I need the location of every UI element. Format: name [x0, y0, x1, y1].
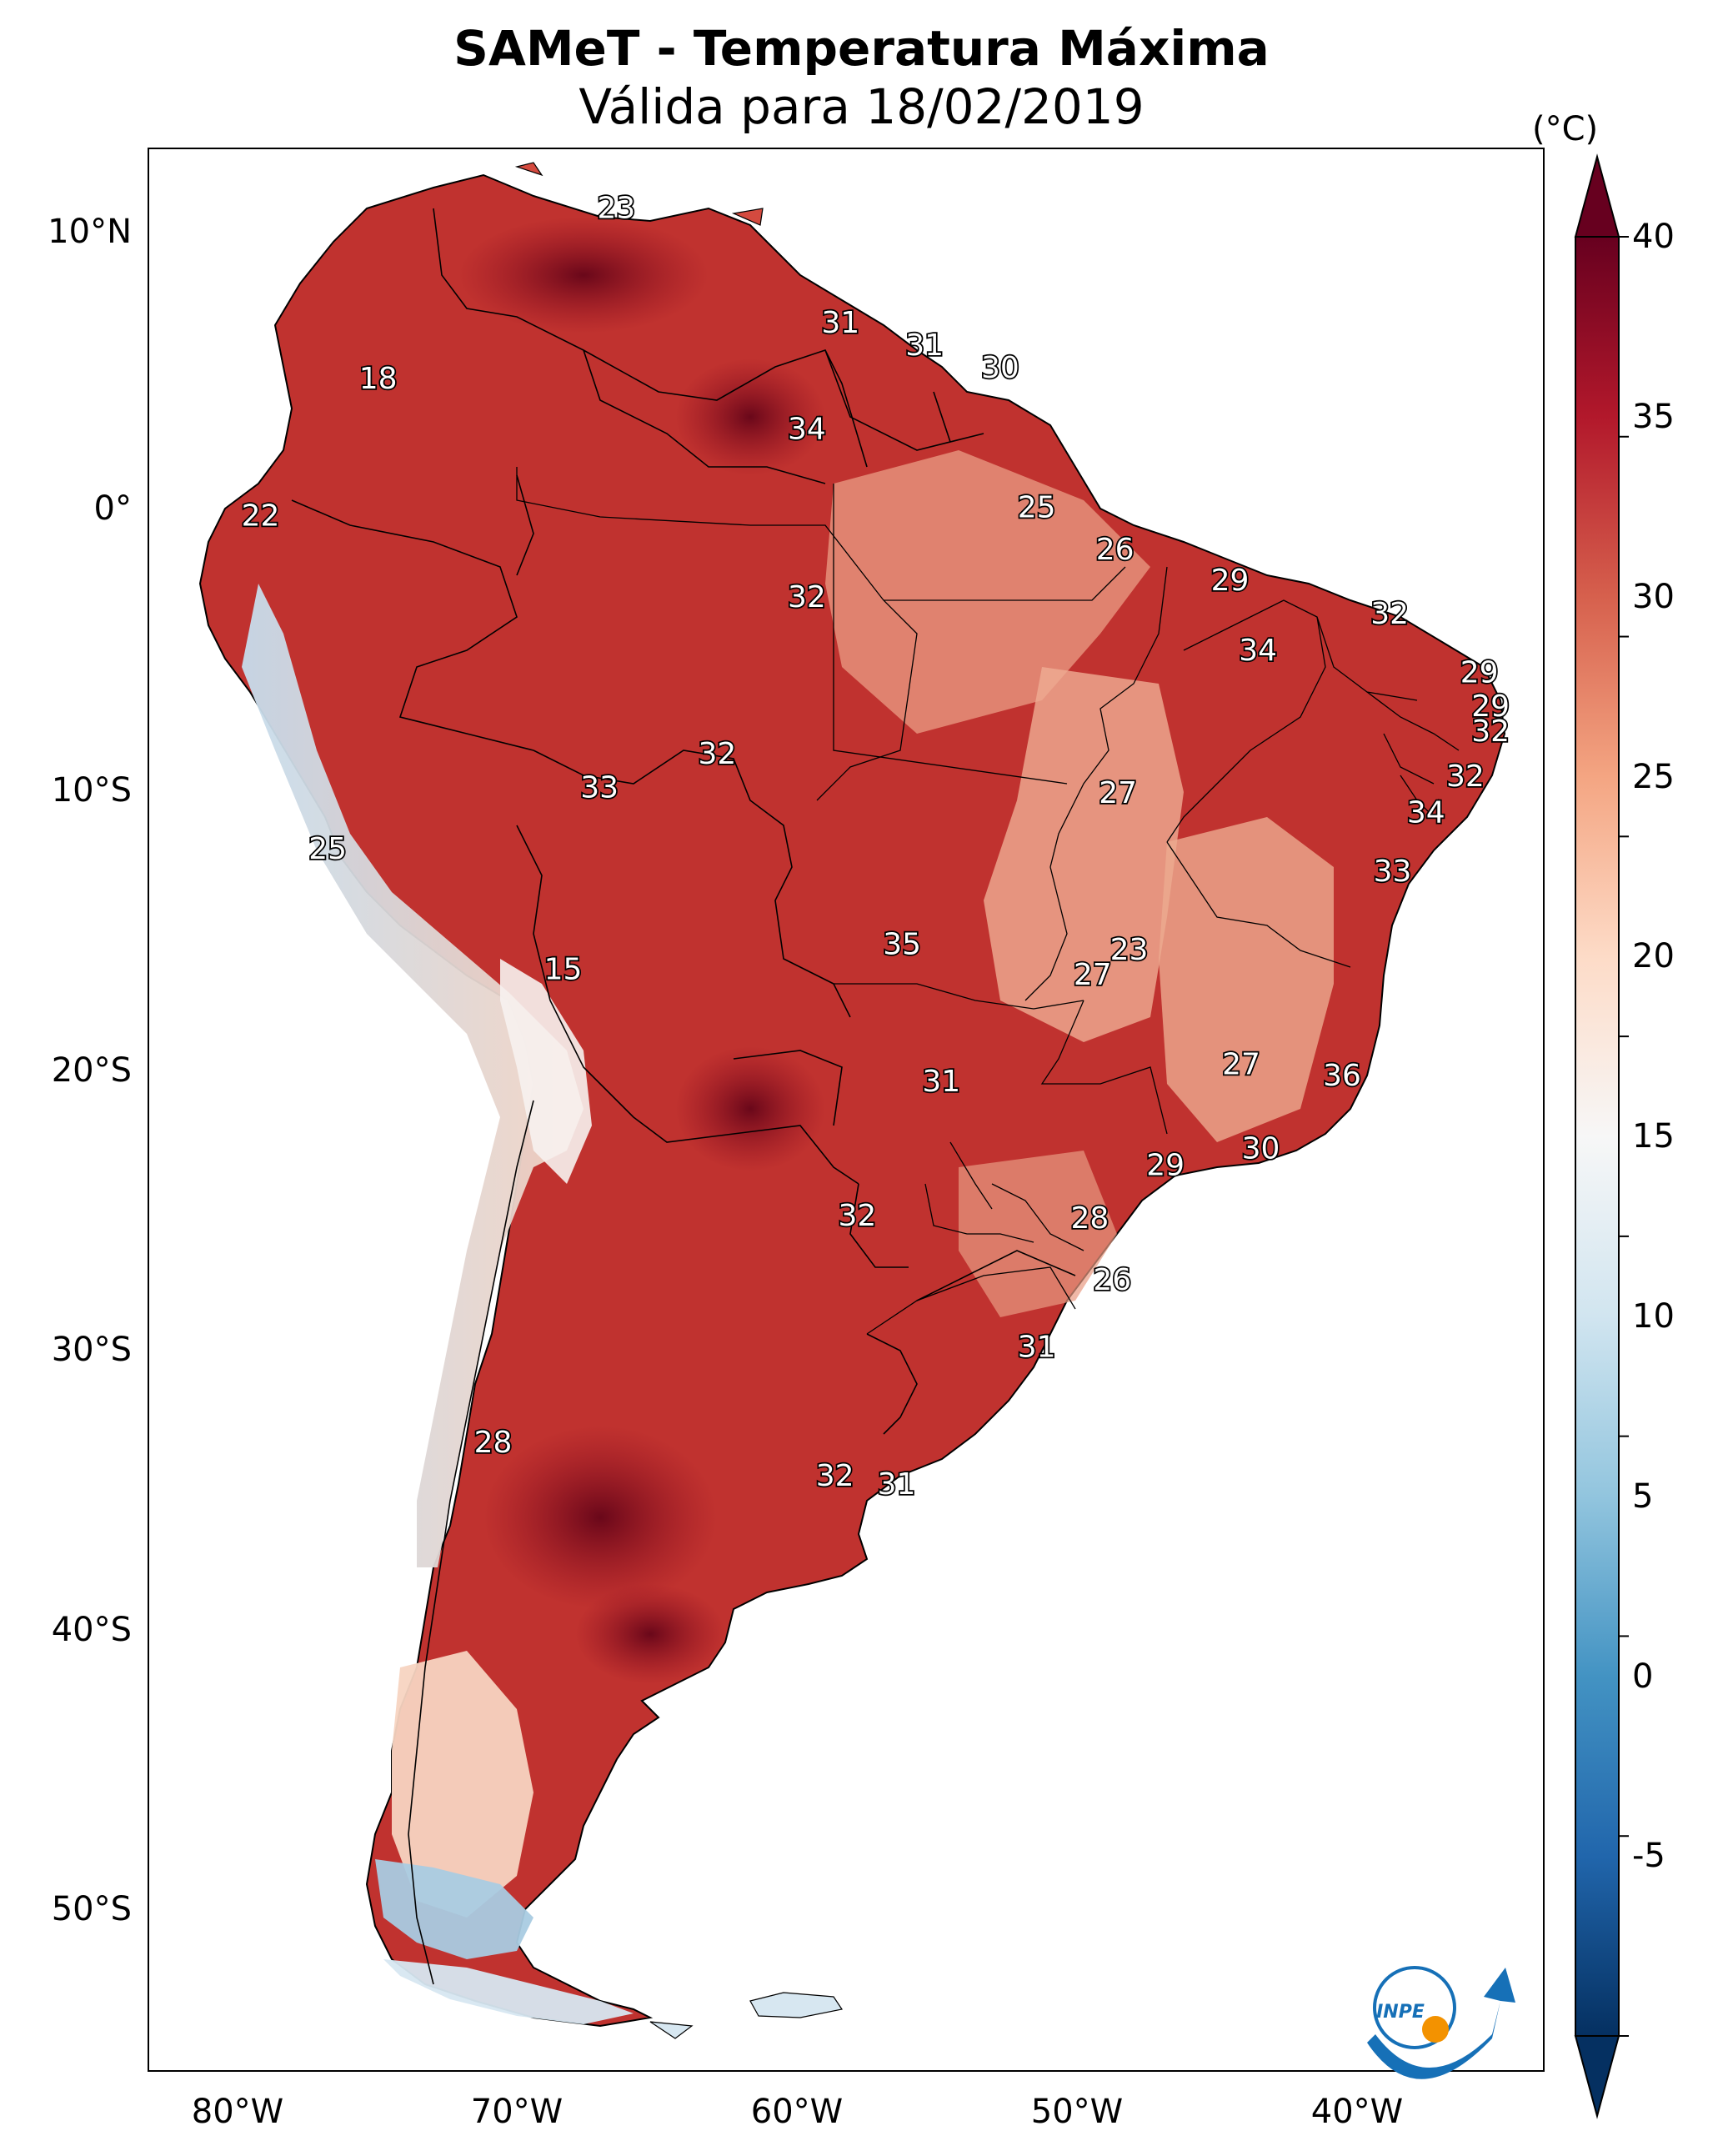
- colorbar-bottom-extend: [1574, 2035, 1620, 2119]
- station-temp-label: 30: [1242, 1131, 1280, 1166]
- temperature-field: [242, 217, 1334, 2024]
- cb-tick-35: 35: [1632, 398, 1675, 436]
- cb-tick-30: 30: [1632, 578, 1675, 616]
- station-temp-label: 36: [1323, 1059, 1361, 1093]
- lat-tick-10s: 10°S: [51, 771, 132, 810]
- cb-tick-15: 15: [1632, 1117, 1675, 1156]
- station-temp-label: 26: [1096, 533, 1134, 567]
- station-temp-label: 18: [359, 362, 398, 396]
- station-temp-label: 27: [1222, 1048, 1260, 1082]
- station-temp-label: 29: [1471, 689, 1510, 724]
- lat-tick-30s: 30°S: [51, 1331, 132, 1369]
- station-temp-label: 26: [1093, 1263, 1131, 1297]
- lat-tick-40s: 40°S: [51, 1611, 132, 1649]
- inpe-logo: INPE: [1367, 1966, 1515, 2079]
- station-temp-label: 25: [1018, 491, 1056, 525]
- lon-tick-60w: 60°W: [750, 2093, 844, 2131]
- station-temp-label: 33: [1374, 855, 1412, 889]
- station-temp-label: 28: [474, 1426, 513, 1460]
- lon-tick-40w: 40°W: [1310, 2093, 1404, 2131]
- station-temp-label: 33: [580, 770, 619, 805]
- station-temp-label: 28: [1070, 1201, 1109, 1236]
- cb-tick-m5: -5: [1632, 1837, 1665, 1875]
- station-temp-label: 29: [1146, 1149, 1185, 1183]
- lon-tick-80w: 80°W: [191, 2093, 284, 2131]
- cb-tick-10: 10: [1632, 1297, 1675, 1336]
- station-temp-label: 34: [1407, 796, 1445, 830]
- inpe-logo-text: INPE: [1376, 2002, 1425, 2023]
- station-temp-label: 15: [544, 953, 583, 987]
- lat-tick-10n: 10°N: [48, 213, 132, 251]
- map-title: SAMeT - Temperatura Máxima: [453, 20, 1270, 77]
- station-temp-label: 23: [597, 192, 635, 226]
- station-temp-label: 32: [838, 1199, 876, 1233]
- lat-tick-0: 0°: [93, 489, 132, 528]
- station-temp-label: 32: [816, 1459, 854, 1493]
- cb-tick-5: 5: [1632, 1477, 1654, 1516]
- colorbar-body: [1575, 236, 1620, 2037]
- colorbar-top-extend: [1574, 153, 1620, 238]
- islands: [514, 162, 843, 2039]
- station-temp-label: 29: [1211, 564, 1250, 598]
- lat-tick-20s: 20°S: [51, 1051, 132, 1090]
- station-temp-label: 32: [1471, 714, 1510, 749]
- lon-tick-70w: 70°W: [470, 2093, 563, 2131]
- colorbar-tick-marks: [1619, 236, 1629, 2037]
- station-temp-label: 32: [1370, 597, 1409, 631]
- lat-tick-50s: 50°S: [51, 1890, 132, 1928]
- station-temp-label: 32: [698, 737, 736, 771]
- colorbar-units: (°C): [1532, 110, 1599, 148]
- cb-tick-20: 20: [1632, 937, 1675, 975]
- station-temp-label: 31: [905, 328, 944, 363]
- station-temp-label: 22: [242, 499, 280, 534]
- station-temp-label: 30: [981, 351, 1019, 385]
- station-temp-label: 31: [878, 1467, 916, 1502]
- cb-tick-0: 0: [1632, 1657, 1654, 1696]
- cb-tick-40: 40: [1632, 218, 1675, 256]
- station-temp-label: 35: [883, 927, 921, 961]
- station-temp-label: 32: [1446, 760, 1485, 794]
- station-temp-label: 27: [1099, 776, 1137, 810]
- station-temp-label: 34: [1239, 634, 1277, 668]
- cb-tick-25: 25: [1632, 758, 1675, 796]
- state-borders: [516, 467, 1460, 1335]
- colorbar: [1574, 153, 1620, 2119]
- station-temp-label: 34: [788, 413, 826, 447]
- map-subtitle: Válida para 18/02/2019: [579, 78, 1144, 135]
- station-temp-label: 32: [788, 580, 826, 614]
- country-borders: [291, 208, 1076, 1985]
- station-temp-label: 31: [821, 306, 859, 340]
- station-temp-label: 25: [308, 832, 347, 866]
- station-temp-label: 29: [1460, 656, 1499, 690]
- station-temp-label: 23: [1110, 933, 1149, 967]
- lon-tick-50w: 50°W: [1030, 2093, 1124, 2131]
- station-temp-label: 27: [1074, 958, 1112, 992]
- station-temp-label: 31: [1018, 1331, 1056, 1365]
- station-temp-label: 31: [922, 1065, 960, 1099]
